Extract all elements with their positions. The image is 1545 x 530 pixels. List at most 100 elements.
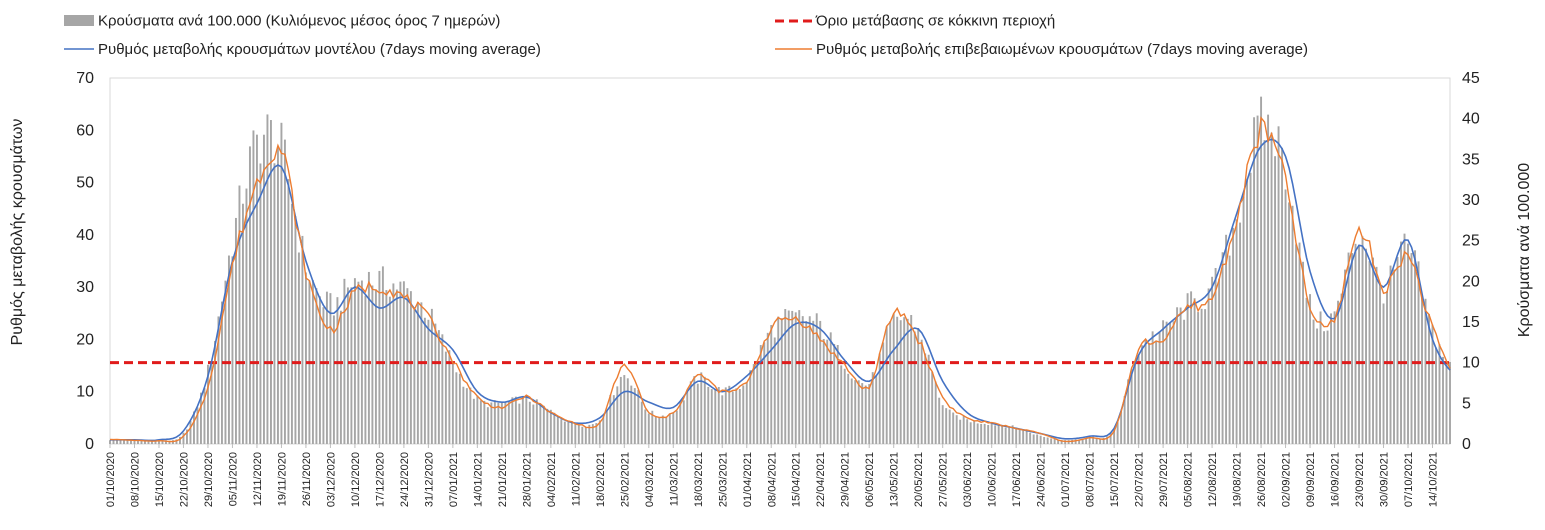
case-bar	[1246, 178, 1249, 444]
legend-bar-swatch	[64, 15, 94, 26]
case-bar	[179, 436, 181, 444]
x-tick-label: 24/12/2020	[399, 452, 411, 507]
case-bar	[892, 313, 895, 444]
case-bar	[315, 288, 318, 444]
case-bar	[700, 372, 703, 444]
case-bar	[276, 147, 279, 444]
x-tick-label: 26/11/2020	[301, 452, 313, 506]
case-bar	[234, 217, 237, 444]
case-bar	[1351, 253, 1353, 444]
case-bar	[784, 309, 787, 444]
cases-bars	[109, 96, 1451, 445]
case-bar	[1235, 219, 1238, 444]
case-bar	[917, 328, 920, 444]
case-bar	[301, 235, 304, 444]
case-bar	[1204, 309, 1207, 444]
case-bar	[665, 417, 668, 444]
legend-threshold-label: Όριο μετάβασης σε κόκκινη περιοχή	[815, 13, 1055, 30]
case-bar	[497, 402, 500, 444]
case-bar	[273, 163, 276, 444]
left-tick-label: 60	[76, 122, 94, 139]
case-bar	[500, 403, 503, 444]
case-bar	[1326, 330, 1329, 444]
case-bar	[1316, 328, 1319, 444]
case-bar	[402, 281, 405, 444]
case-bar	[1239, 222, 1242, 444]
case-bar	[1078, 439, 1081, 444]
case-bar	[801, 316, 804, 444]
case-bar	[959, 419, 962, 444]
case-bar	[151, 440, 153, 444]
case-bar	[518, 403, 521, 444]
case-bar	[1431, 324, 1434, 444]
case-bar	[154, 440, 157, 444]
case-bar	[528, 401, 531, 444]
case-bar	[780, 318, 783, 444]
x-tick-label: 25/02/2021	[619, 452, 631, 507]
case-bar	[1179, 307, 1182, 444]
case-bar	[1109, 433, 1112, 444]
case-bar	[980, 423, 983, 444]
x-tick-label: 07/10/2021	[1403, 452, 1415, 507]
case-bar	[696, 383, 699, 444]
case-bar	[140, 440, 143, 444]
case-bar	[773, 337, 776, 444]
case-bar	[854, 380, 857, 444]
x-tick-label: 30/09/2021	[1379, 452, 1391, 507]
x-tick-label: 05/08/2021	[1183, 452, 1195, 507]
case-bar	[1330, 313, 1332, 444]
case-bar	[686, 391, 689, 444]
case-bar	[927, 354, 930, 444]
case-bar	[1176, 307, 1179, 444]
case-bar	[1442, 356, 1444, 444]
case-bar	[241, 203, 244, 444]
case-bar	[1361, 236, 1364, 444]
case-bar	[1011, 425, 1014, 444]
case-bar	[1039, 435, 1042, 444]
case-bar	[689, 381, 692, 444]
case-bar	[1169, 322, 1172, 444]
case-bar	[1319, 311, 1322, 444]
case-bar	[577, 425, 580, 444]
case-bar	[1340, 293, 1343, 444]
right-tick-label: 10	[1462, 355, 1480, 372]
left-tick-label: 10	[76, 384, 94, 401]
case-bar	[283, 139, 286, 445]
case-bar	[633, 388, 636, 444]
case-bar	[1228, 255, 1231, 444]
case-bar	[1074, 439, 1077, 444]
right-tick-label: 40	[1462, 111, 1480, 128]
case-bar	[794, 312, 797, 444]
case-bar	[1029, 432, 1032, 444]
case-bar	[374, 289, 377, 444]
case-bar	[1382, 303, 1385, 444]
case-bar	[738, 389, 741, 444]
case-bar	[1379, 283, 1381, 444]
case-bar	[983, 423, 986, 444]
case-bar	[262, 134, 265, 444]
x-tick-label: 15/10/2020	[154, 452, 166, 507]
case-bar	[598, 420, 601, 444]
case-bar	[1043, 437, 1046, 444]
case-bar	[322, 307, 325, 444]
case-bar	[1242, 196, 1245, 444]
case-bar	[329, 293, 332, 444]
x-tick-label: 19/08/2021	[1232, 452, 1244, 507]
x-tick-label: 02/09/2021	[1281, 452, 1293, 507]
case-bar	[504, 401, 507, 444]
x-tick-label: 20/05/2021	[913, 452, 925, 507]
case-bar	[1120, 411, 1123, 444]
case-bar	[378, 270, 381, 444]
case-bar	[829, 332, 832, 444]
case-bar	[588, 424, 591, 444]
case-bar	[1347, 252, 1350, 444]
case-bar	[759, 345, 762, 444]
right-tick-label: 0	[1462, 436, 1471, 453]
case-bar	[483, 400, 486, 444]
case-bar	[1424, 298, 1427, 444]
right-tick-label: 30	[1462, 192, 1480, 209]
case-bar	[574, 424, 577, 444]
case-bar	[1197, 312, 1200, 444]
case-bar	[756, 362, 759, 444]
x-tick-label: 28/01/2021	[521, 452, 533, 507]
